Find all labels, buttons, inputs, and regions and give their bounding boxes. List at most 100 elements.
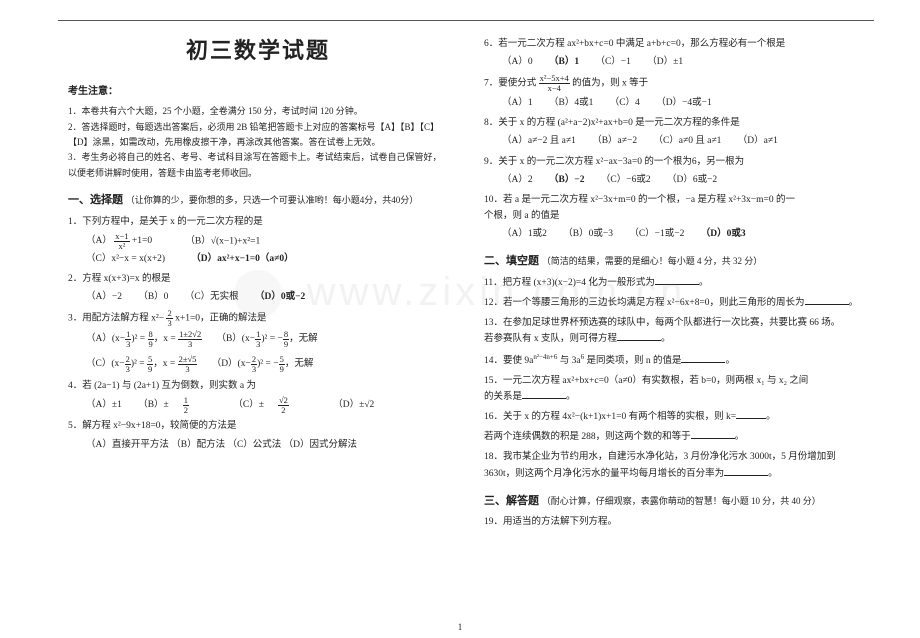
q4c-pre: （C）± xyxy=(233,397,264,413)
q3d: （D）(x−23)² = −59，无解 xyxy=(212,359,314,369)
q6a: （A）0 xyxy=(502,54,533,70)
q11: 11．把方程 (x+3)(x−2)=4 化为一般形式为。 xyxy=(484,275,864,291)
q2d-text: （D）0或−2 xyxy=(255,292,305,302)
q16: 16．关于 x 的方程 4x²−(k+1)x+1=0 有两个相等的实根，则 k=… xyxy=(484,409,864,425)
section-2-name: 二、填空题 xyxy=(484,255,539,267)
blank xyxy=(522,389,566,399)
q3d-m: )² = − xyxy=(257,359,278,369)
q3a-f3d: 3 xyxy=(178,340,202,349)
q6b: （B）1 xyxy=(549,54,579,70)
q7: 7．要使分式 x²−5x+4x−4 的值为，则 x 等于 xyxy=(484,74,864,93)
q1-opt-b: （B）√(x−1)+x²=1 xyxy=(185,236,260,246)
blank xyxy=(655,275,699,285)
blank xyxy=(736,409,766,419)
q13-line2: 若参赛队有 x 支队，则可得方程。 xyxy=(484,331,864,347)
q14-tail: 是同类项，则 n 的值是 xyxy=(586,356,681,366)
q9b: （B）−2 xyxy=(549,172,585,188)
q4c-d: 2 xyxy=(278,406,289,415)
q5: 5．解方程 x²−9x+18=0，较简便的方法是 xyxy=(68,418,448,434)
q10d-text: （D）0或3 xyxy=(701,229,746,239)
q3-frac: 23 xyxy=(166,309,172,328)
q4: 4．若 (2a−1) 与 (2a+1) 互为倒数，则实数 a 为 xyxy=(68,378,448,394)
q7-opts: （A）1 （B）4或1 （C）4 （D）−4或−1 xyxy=(502,95,864,111)
q8c: （C）a≠0 且 a≠1 xyxy=(653,133,721,149)
q18b-text: 3630t，则这两个月净化污水的量平均每月增长的百分率为 xyxy=(484,469,724,479)
q6d: （D）±1 xyxy=(647,54,683,70)
q2b: （B）0 xyxy=(138,289,168,305)
q3b-m: )² = − xyxy=(261,334,282,344)
q14-mid: 与 3a xyxy=(560,356,581,366)
q5-opts: （A）直接开平方法 （B）配方法 （C）公式法 （D）因式分解法 xyxy=(86,437,448,453)
blank xyxy=(691,429,735,439)
q1-opt-c: （C）x²−x = x(x+2) xyxy=(86,254,165,264)
q3a-m: )² = xyxy=(131,334,147,344)
q10-line2: 个根，则 a 的值是 xyxy=(484,208,864,224)
q4b-pre: （B）± xyxy=(138,397,169,413)
q17-text: 若两个连续偶数的积是 288，则这两个数的和等于 xyxy=(484,432,691,442)
q15-line2: 的关系是。 xyxy=(484,389,864,405)
blank xyxy=(805,295,849,305)
q8d: （D）a≠1 xyxy=(738,133,778,149)
page-number: 1 xyxy=(0,622,920,632)
left-column: 初三数学试题 考生注意： 1．本卷共有六个大题，25 个小题，全卷满分 150 … xyxy=(58,32,466,530)
q8-opts: （A）a≠−2 且 a≠1 （B）a≠−2 （C）a≠0 且 a≠1 （D）a≠… xyxy=(502,133,864,149)
q7-pre: 7．要使分式 xyxy=(484,79,539,89)
right-column: 6．若一元二次方程 ax²+bx+c=0 中满足 a+b+c=0，那么方程必有一… xyxy=(466,32,874,530)
q14-exp1: n²−4n+6 xyxy=(533,353,557,361)
q7-d: x−4 xyxy=(539,84,570,93)
q3c-pre: （C）(x− xyxy=(86,359,125,369)
notice-line-4: 3．考生务必将自己的姓名、考号、考试科目涂写在答题卡上。考试结束后，试卷自己保管… xyxy=(68,150,448,165)
q7b: （B）4或1 xyxy=(549,95,593,111)
q3c: （C）(x−23)² = 59，x = 2±√53 xyxy=(86,359,200,369)
q11-text: 11．把方程 (x+3)(x−2)=4 化为一般形式为 xyxy=(484,278,655,288)
q4d: （D）±√2 xyxy=(333,397,374,413)
q6: 6．若一元二次方程 ax²+bx+c=0 中满足 a+b+c=0，那么方程必有一… xyxy=(484,36,864,52)
section-1-note: （让你算的少，要你想的多，只选一个可要认准哟！每小题4分，共40分） xyxy=(126,195,419,205)
q1-opt-d: （D）ax²+x−1=0（a≠0） xyxy=(191,254,293,264)
q3-row2: （C）(x−23)² = 59，x = 2±√53 （D）(x−23)² = −… xyxy=(86,355,448,374)
q2d: （D）0或−2 xyxy=(255,289,305,305)
q3-opts: （A）(x−13)² = 89，x = 1±2√23 （B）(x−13)² = … xyxy=(86,330,448,374)
section-3-name: 三、解答题 xyxy=(484,495,539,507)
q15-line1: 15．一元二次方程 ax²+bx+c=0（a≠0）有实数根，若 b=0，则两根 … xyxy=(484,373,864,389)
q14-exp2: 6 xyxy=(581,353,585,361)
q9d: （D）6或−2 xyxy=(667,172,717,188)
q18-line2: 3630t，则这两个月净化污水的量平均每月增长的百分率为。 xyxy=(484,466,864,482)
q10a: （A）1或2 xyxy=(502,226,547,242)
q8b: （B）a≠−2 xyxy=(592,133,637,149)
q3-pre: 3．用配方法解方程 x²− xyxy=(68,314,164,324)
page-content: 初三数学试题 考生注意： 1．本卷共有六个大题，25 个小题，全卷满分 150 … xyxy=(0,0,920,530)
notice-line-1: 1．本卷共有六个大题，25 个小题，全卷满分 150 分，考试时间 120 分钟… xyxy=(68,104,448,119)
q6b-text: （B）1 xyxy=(549,57,579,67)
section-1-title: 一、选择题 （让你算的少，要你想的多，只选一个可要认准哟！每小题4分，共40分） xyxy=(68,191,448,210)
q1-opt-a: （A） x−1x² +1=0 xyxy=(86,236,155,246)
q15b-text: 的关系是 xyxy=(484,392,522,402)
q9b-text: （B）−2 xyxy=(549,175,585,185)
q12-text: 12．若一个等腰三角形的三边长均满足方程 x²−6x+8=0，则此三角形的周长为 xyxy=(484,298,805,308)
q4b: （B）±12 xyxy=(138,396,217,415)
q3-row1: （A）(x−13)² = 89，x = 1±2√23 （B）(x−13)² = … xyxy=(86,330,448,349)
q7d: （D）−4或−1 xyxy=(656,95,712,111)
q4c: （C）±√22 xyxy=(233,396,316,415)
q1a-tail: +1=0 xyxy=(132,236,152,246)
q1: 1．下列方程中，是关于 x 的一元二次方程的是 xyxy=(68,214,448,230)
section-1-name: 一、选择题 xyxy=(68,194,123,206)
notice-line-3: 【D】涂黑，如需改动，先用橡皮擦干净，再涂改其他答案。答在试卷上无效。 xyxy=(68,135,448,150)
q18-line1: 18．我市某企业为节约用水，自建污水净化站，3 月份净化污水 3000t，5 月… xyxy=(484,449,864,465)
q14: 14．要使 9an²−4n+6 与 3a6 是同类项，则 n 的值是。 xyxy=(484,352,864,369)
q2-opts: （A）−2 （B）0 （C）无实根 （D）0或−2 xyxy=(86,289,448,305)
section-2-title: 二、填空题 （简洁的结果，需要的是细心！每小题 4 分，共 32 分） xyxy=(484,252,864,271)
section-2-note: （简洁的结果，需要的是细心！每小题 4 分，共 32 分） xyxy=(542,256,763,266)
q3c-m: )² = xyxy=(131,359,147,369)
q3-tail: x+1=0，正确的解法是 xyxy=(175,314,266,324)
notice-heading: 考生注意： xyxy=(68,83,448,100)
q1-row2: （C）x²−x = x(x+2) （D）ax²+x−1=0（a≠0） xyxy=(86,251,448,267)
q3c-m2: ，x = xyxy=(153,359,177,369)
q3a-pre: （A）(x− xyxy=(86,334,125,344)
q3a: （A）(x−13)² = 89，x = 1±2√23 xyxy=(86,334,205,344)
q3d-pre: （D）(x− xyxy=(212,359,251,369)
q13-line1: 13．在参加足球世界杯预选赛的球队中，每两个队都进行一次比赛，共要比赛 66 场… xyxy=(484,315,864,331)
q17: 若两个连续偶数的积是 288，则这两个数的和等于。 xyxy=(484,429,864,445)
section-3-note: （耐心计算，仔细观察，表露你萌动的智慧！每小题 10 分，共 40 分） xyxy=(542,496,821,506)
q7-tail: 的值为，则 x 等于 xyxy=(572,79,648,89)
